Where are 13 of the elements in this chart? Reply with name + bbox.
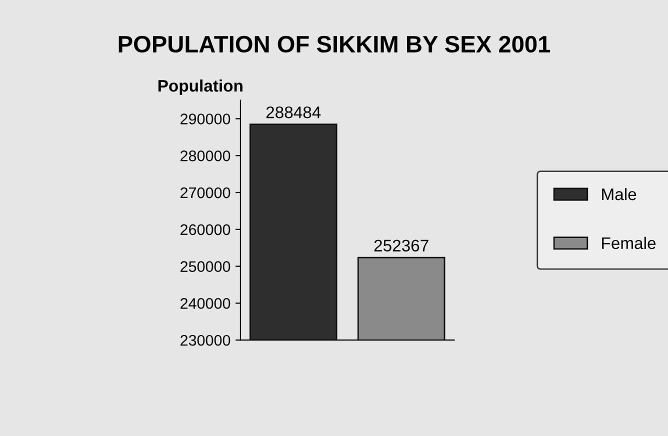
- y-axis-title: Population: [158, 79, 242, 96]
- chart-title: POPULATION OF SIKKIM BY SEX 2001: [118, 36, 550, 53]
- y-tick-label: 280000: [180, 150, 230, 162]
- data-label: 252367: [374, 240, 428, 252]
- y-tick-label: 240000: [180, 298, 230, 309]
- y-tick-label: 260000: [180, 224, 230, 236]
- legend-label: Female: [602, 236, 656, 250]
- y-tick-label: 290000: [180, 114, 230, 124]
- data-label: 288484: [266, 106, 321, 118]
- legend-label: Male: [602, 188, 636, 200]
- y-tick-label: 230000: [180, 334, 230, 346]
- y-tick-label: 270000: [180, 187, 230, 198]
- y-tick-label: 250000: [180, 261, 230, 272]
